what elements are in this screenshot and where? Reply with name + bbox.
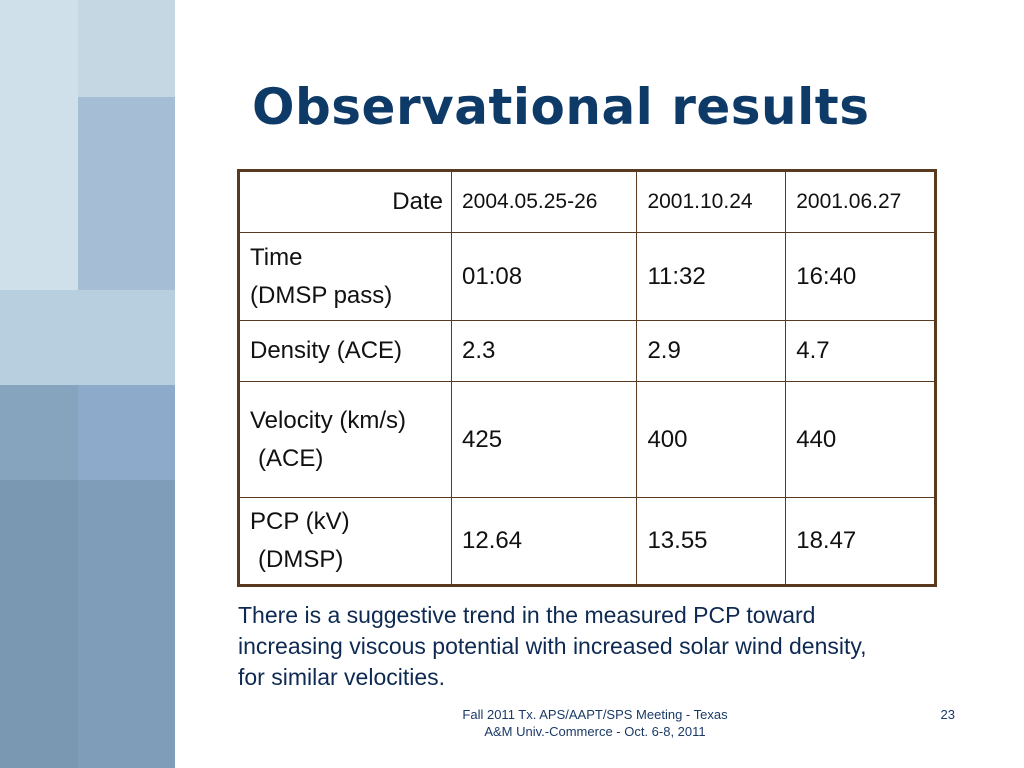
table-header-row: Date 2004.05.25-26 2001.10.24 2001.06.27	[238, 170, 936, 233]
footer-line: Fall 2011 Tx. APS/AAPT/SPS Meeting - Tex…	[462, 707, 728, 722]
row-label: Time (DMSP pass)	[238, 232, 452, 321]
header-date-cell: 2001.06.27	[785, 170, 936, 233]
results-table: Date 2004.05.25-26 2001.10.24 2001.06.27…	[237, 169, 937, 587]
header-date-cell: 2001.10.24	[636, 170, 787, 233]
table-row: Density (ACE) 2.3 2.9 4.7	[238, 320, 936, 382]
decorative-side-band	[0, 0, 175, 768]
decorative-block	[0, 480, 78, 768]
row-label: Density (ACE)	[238, 320, 452, 382]
row-label-line: (DMSP)	[258, 546, 344, 573]
table-cell: 01:08	[450, 232, 638, 321]
row-label-line: Velocity (km/s)	[250, 406, 407, 434]
slide-title: Observational results	[252, 78, 870, 136]
decorative-block	[0, 290, 175, 385]
slide-footer: Fall 2011 Tx. APS/AAPT/SPS Meeting - Tex…	[430, 706, 760, 740]
table-cell: 400	[636, 381, 787, 498]
table-row: PCP (kV) (DMSP) 12.64 13.55 18.47	[238, 497, 936, 586]
header-date-label: Date	[238, 170, 452, 233]
table-row: Time (DMSP pass) 01:08 11:32 16:40	[238, 232, 936, 321]
table-cell: 2.3	[450, 320, 638, 382]
table-cell: 18.47	[785, 497, 936, 586]
decorative-block	[0, 0, 78, 290]
decorative-block	[78, 0, 175, 97]
row-label-line: (DMSP pass)	[250, 281, 393, 309]
note-line: increasing viscous potential with increa…	[238, 633, 867, 659]
decorative-block	[78, 480, 175, 768]
table-row: Velocity (km/s) (ACE) 425 400 440	[238, 381, 936, 498]
note-line: for similar velocities.	[238, 664, 446, 690]
row-label: PCP (kV) (DMSP)	[238, 497, 452, 586]
footer-line: A&M Univ.-Commerce - Oct. 6-8, 2011	[484, 724, 706, 739]
row-label-line: Density (ACE)	[250, 337, 403, 364]
table-cell: 12.64	[450, 497, 638, 586]
row-label-line: Time	[250, 243, 303, 271]
table-cell: 2.9	[636, 320, 787, 382]
header-date-cell: 2004.05.25-26	[450, 170, 638, 233]
table-cell: 13.55	[636, 497, 787, 586]
decorative-block	[78, 385, 175, 480]
table-cell: 425	[450, 381, 638, 498]
decorative-block	[78, 97, 175, 290]
row-label: Velocity (km/s) (ACE)	[238, 381, 452, 498]
table-cell: 440	[785, 381, 936, 498]
table-cell: 16:40	[785, 232, 936, 321]
page-number: 23	[940, 707, 955, 722]
conclusion-note: There is a suggestive trend in the measu…	[238, 600, 958, 693]
table-cell: 11:32	[636, 232, 787, 321]
row-label-line: (ACE)	[258, 444, 324, 472]
note-line: There is a suggestive trend in the measu…	[238, 602, 816, 628]
row-label-line: PCP (kV)	[250, 508, 350, 535]
table-cell: 4.7	[785, 320, 936, 382]
